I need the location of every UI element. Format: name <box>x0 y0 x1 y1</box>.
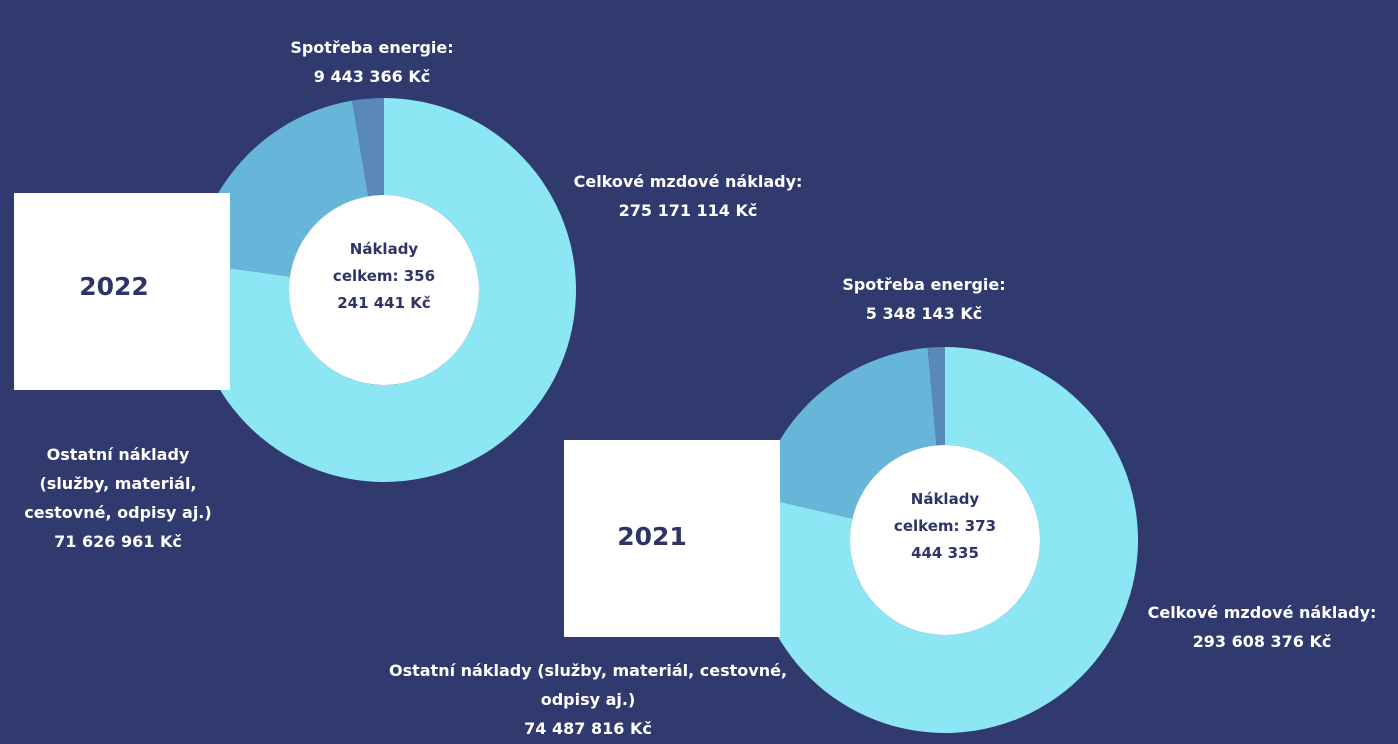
donut-segment <box>752 347 1138 733</box>
value-label: 71 626 961 Kč <box>54 532 182 551</box>
year-label: 2022 <box>79 272 149 301</box>
category-name: Ostatní náklady (služby, materiál, cesto… <box>24 445 212 522</box>
donut-segment <box>352 98 384 197</box>
center-title: Náklady celkem: <box>893 490 980 535</box>
segment-label: Ostatní náklady (služby, materiál, cesto… <box>13 440 223 556</box>
value-label: 293 608 376 Kč <box>1192 632 1332 651</box>
donut-segment <box>193 100 369 277</box>
value-label: 9 443 366 Kč <box>313 67 431 86</box>
donut-segment <box>192 98 576 482</box>
value-label: 5 348 143 Kč <box>865 304 983 323</box>
segment-label: Ostatní náklady (služby, materiál, cesto… <box>358 656 818 743</box>
year-box <box>14 193 230 390</box>
category-name: Celkové mzdové náklady: <box>573 172 803 191</box>
segment-label: Celkové mzdové náklady: 275 171 114 Kč <box>568 167 808 225</box>
donut-hole <box>850 445 1040 635</box>
segment-label: Celkové mzdové náklady: 293 608 376 Kč <box>1129 598 1395 656</box>
center-total: 356 241 441 Kč <box>337 267 436 312</box>
segment-label: Spotřeba energie: 9 443 366 Kč <box>242 33 502 91</box>
category-name: Spotřeba energie: <box>290 38 454 57</box>
category-name: Ostatní náklady (služby, materiál, cesto… <box>388 661 788 709</box>
donut-hole <box>289 195 479 385</box>
year-box <box>564 440 780 637</box>
value-label: 74 487 816 Kč <box>524 719 652 738</box>
value-label: 275 171 114 Kč <box>618 201 758 220</box>
donut-segment <box>756 347 937 519</box>
donut-segment <box>927 347 945 446</box>
center-title: Náklady celkem: <box>332 240 419 285</box>
category-name: Spotřeba energie: <box>842 275 1006 294</box>
category-name: Celkové mzdové náklady: <box>1147 603 1377 622</box>
center-label: Náklady celkem: 356 241 441 Kč <box>329 236 439 317</box>
center-total: 373 444 335 <box>911 517 997 562</box>
year-label: 2021 <box>617 522 687 551</box>
center-label: Náklady celkem: 373 444 335 <box>890 486 1000 567</box>
segment-label: Spotřeba energie: 5 348 143 Kč <box>794 270 1054 328</box>
